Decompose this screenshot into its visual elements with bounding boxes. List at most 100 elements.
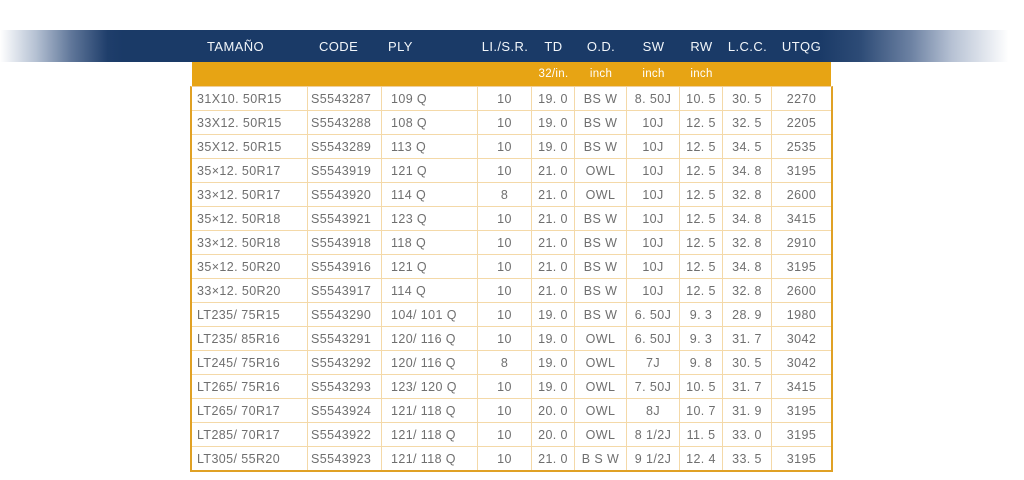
table-cell-li-sr: 10	[478, 447, 532, 470]
table-cell-code: S5543921	[308, 207, 382, 230]
header-band	[0, 30, 1024, 62]
table-cell-ply: 121/ 118 Q	[382, 399, 478, 422]
table-cell-lcc: 31. 9	[723, 399, 772, 422]
table-cell-utqg: 3195	[786, 163, 817, 178]
table-cell-code: S5543292	[308, 351, 382, 374]
table-cell-od: BS W	[575, 255, 627, 278]
table-cell-td: 20. 0	[532, 399, 575, 422]
table-cell-td: 19. 0	[532, 111, 575, 134]
table-cell-rw: 11. 5	[680, 423, 723, 446]
table-cell-size: LT245/ 75R16	[192, 351, 308, 374]
table-cell-sw: 10J	[627, 135, 680, 158]
table-cell-sw: 10J	[627, 111, 680, 134]
table-cell-rw: 10. 5	[680, 87, 723, 110]
table-cell-li-sr: 8	[478, 183, 532, 206]
table-row: 33×12. 50R18 S5543918 118 Q 10 21. 0 BS …	[192, 231, 831, 255]
table-cell-od: B S W	[575, 447, 627, 470]
column-header-ply: PLY	[388, 38, 413, 54]
table-cell-od: OWL	[575, 351, 627, 374]
table-header-row: TAMAÑO CODE PLY LI./S.R. TD O.D. SW RW L…	[192, 30, 831, 62]
column-header-tamano: TAMAÑO	[207, 38, 265, 54]
table-cell-code: S5543916	[308, 255, 382, 278]
table-cell-rw: 12. 5	[680, 231, 723, 254]
table-cell-ply: 104/ 101 Q	[382, 303, 478, 326]
table-cell-size: 33×12. 50R17	[192, 183, 308, 206]
table-cell-td: 21. 0	[532, 255, 575, 278]
table-cell-td: 19. 0	[532, 135, 575, 158]
table-cell-td: 19. 0	[532, 375, 575, 398]
table-cell-lcc: 32. 8	[723, 279, 772, 302]
table-cell-lcc: 33. 0	[723, 423, 772, 446]
table-row: 33×12. 50R17 S5543920 114 Q 8 21. 0 OWL …	[192, 183, 831, 207]
table-cell-ply: 123/ 120 Q	[382, 375, 478, 398]
table-cell-utqg: 2600	[786, 283, 817, 298]
table-cell-lcc: 34. 5	[723, 135, 772, 158]
table-body: 31X10. 50R15 S5543287 109 Q 10 19. 0 BS …	[190, 86, 833, 472]
table-cell-sw: 8. 50J	[627, 87, 680, 110]
table-cell-li-sr: 10	[478, 327, 532, 350]
table-cell-td: 19. 0	[532, 351, 575, 374]
table-row: LT305/ 55R20 S5543923 121/ 118 Q 10 21. …	[192, 447, 831, 470]
table-cell-utqg: 2270	[786, 91, 817, 106]
table-row: LT265/ 70R17 S5543924 121/ 118 Q 10 20. …	[192, 399, 831, 423]
table-cell-od: OWL	[575, 327, 627, 350]
table-cell-code: S5543291	[308, 327, 382, 350]
table-row: 35×12. 50R20 S5543916 121 Q 10 21. 0 BS …	[192, 255, 831, 279]
table-cell-size: 35×12. 50R17	[192, 159, 308, 182]
unit-cell-li-sr	[478, 62, 532, 86]
table-cell-sw: 8 1/2J	[627, 423, 680, 446]
column-header-rw: RW	[690, 38, 713, 54]
table-cell-ply: 109 Q	[382, 87, 478, 110]
table-cell-sw: 9 1/2J	[627, 447, 680, 470]
table-cell-sw: 10J	[627, 231, 680, 254]
table-cell-code: S5543924	[308, 399, 382, 422]
table-cell-rw: 12. 5	[680, 183, 723, 206]
table-cell-od: BS W	[575, 303, 627, 326]
table-cell-utqg: 1980	[786, 307, 817, 322]
table-cell-utqg: 3415	[786, 211, 817, 226]
table-row: 33×12. 50R20 S5543917 114 Q 10 21. 0 BS …	[192, 279, 831, 303]
table-cell-sw: 7J	[627, 351, 680, 374]
unit-cell-od: inch	[589, 68, 613, 80]
table-row: LT235/ 75R15 S5543290 104/ 101 Q 10 19. …	[192, 303, 831, 327]
table-row: LT235/ 85R16 S5543291 120/ 116 Q 10 19. …	[192, 327, 831, 351]
table-cell-sw: 6. 50J	[627, 327, 680, 350]
table-cell-ply: 114 Q	[382, 279, 478, 302]
table-cell-sw: 10J	[627, 159, 680, 182]
table-cell-lcc: 30. 5	[723, 351, 772, 374]
table-cell-lcc: 34. 8	[723, 159, 772, 182]
table-cell-lcc: 31. 7	[723, 375, 772, 398]
unit-cell-rw: inch	[690, 68, 713, 80]
table-cell-lcc: 30. 5	[723, 87, 772, 110]
table-row: LT285/ 70R17 S5543922 121/ 118 Q 10 20. …	[192, 423, 831, 447]
table-cell-od: BS W	[575, 231, 627, 254]
table-cell-ply: 120/ 116 Q	[382, 351, 478, 374]
table-cell-size: 35×12. 50R20	[192, 255, 308, 278]
table-cell-code: S5543919	[308, 159, 382, 182]
table-cell-code: S5543918	[308, 231, 382, 254]
table-cell-utqg: 2205	[786, 115, 817, 130]
unit-cell-td: 32/in.	[538, 68, 569, 80]
table-cell-li-sr: 10	[478, 159, 532, 182]
table-cell-od: BS W	[575, 279, 627, 302]
table-cell-ply: 113 Q	[382, 135, 478, 158]
column-header-sw: SW	[642, 38, 665, 54]
table-cell-size: LT285/ 70R17	[192, 423, 308, 446]
table-cell-rw: 12. 5	[680, 159, 723, 182]
table-cell-li-sr: 10	[478, 399, 532, 422]
table-cell-lcc: 34. 8	[723, 207, 772, 230]
table-row: 35×12. 50R17 S5543919 121 Q 10 21. 0 OWL…	[192, 159, 831, 183]
column-header-code: CODE	[319, 38, 359, 54]
table-cell-td: 19. 0	[532, 87, 575, 110]
table-cell-li-sr: 10	[478, 87, 532, 110]
table-cell-size: LT265/ 75R16	[192, 375, 308, 398]
table-cell-size: LT265/ 70R17	[192, 399, 308, 422]
tire-spec-table: TAMAÑO CODE PLY LI./S.R. TD O.D. SW RW L…	[190, 30, 833, 472]
table-cell-ply: 120/ 116 Q	[382, 327, 478, 350]
table-cell-utqg: 3195	[786, 403, 817, 418]
unit-cell-sw: inch	[642, 68, 665, 80]
table-cell-rw: 9. 3	[680, 303, 723, 326]
table-cell-size: 35X12. 50R15	[192, 135, 308, 158]
table-cell-od: OWL	[575, 375, 627, 398]
table-cell-size: 33×12. 50R20	[192, 279, 308, 302]
